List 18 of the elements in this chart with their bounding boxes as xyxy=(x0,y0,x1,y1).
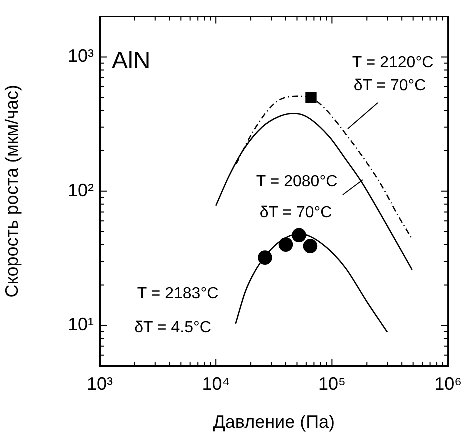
x-axis-title: Давление (Па) xyxy=(213,412,336,432)
annotation: T = 2183°C xyxy=(137,285,219,302)
annotation: T = 2080°C xyxy=(256,173,338,190)
y-tick-label: 10² xyxy=(68,180,94,200)
y-axis-title: Скорость роста (мкм/час) xyxy=(2,84,22,298)
annotation: T = 2120°C xyxy=(352,54,434,72)
x-tick-label: 10⁴ xyxy=(202,374,230,394)
x-tick-label: 10⁵ xyxy=(318,374,346,394)
x-tick-label: 10⁶ xyxy=(434,374,462,394)
annotation: AlN xyxy=(112,48,151,75)
point xyxy=(278,238,294,252)
annotation: δT = 70°C xyxy=(260,204,332,222)
y-tick-label: 10³ xyxy=(68,46,94,66)
annotation: δT = 4.5°C xyxy=(134,319,212,336)
y-tick-label: 10¹ xyxy=(68,314,94,335)
point xyxy=(303,239,318,254)
annotation: δT = 70°C xyxy=(354,77,426,94)
x-tick-label: 10³ xyxy=(86,374,114,394)
